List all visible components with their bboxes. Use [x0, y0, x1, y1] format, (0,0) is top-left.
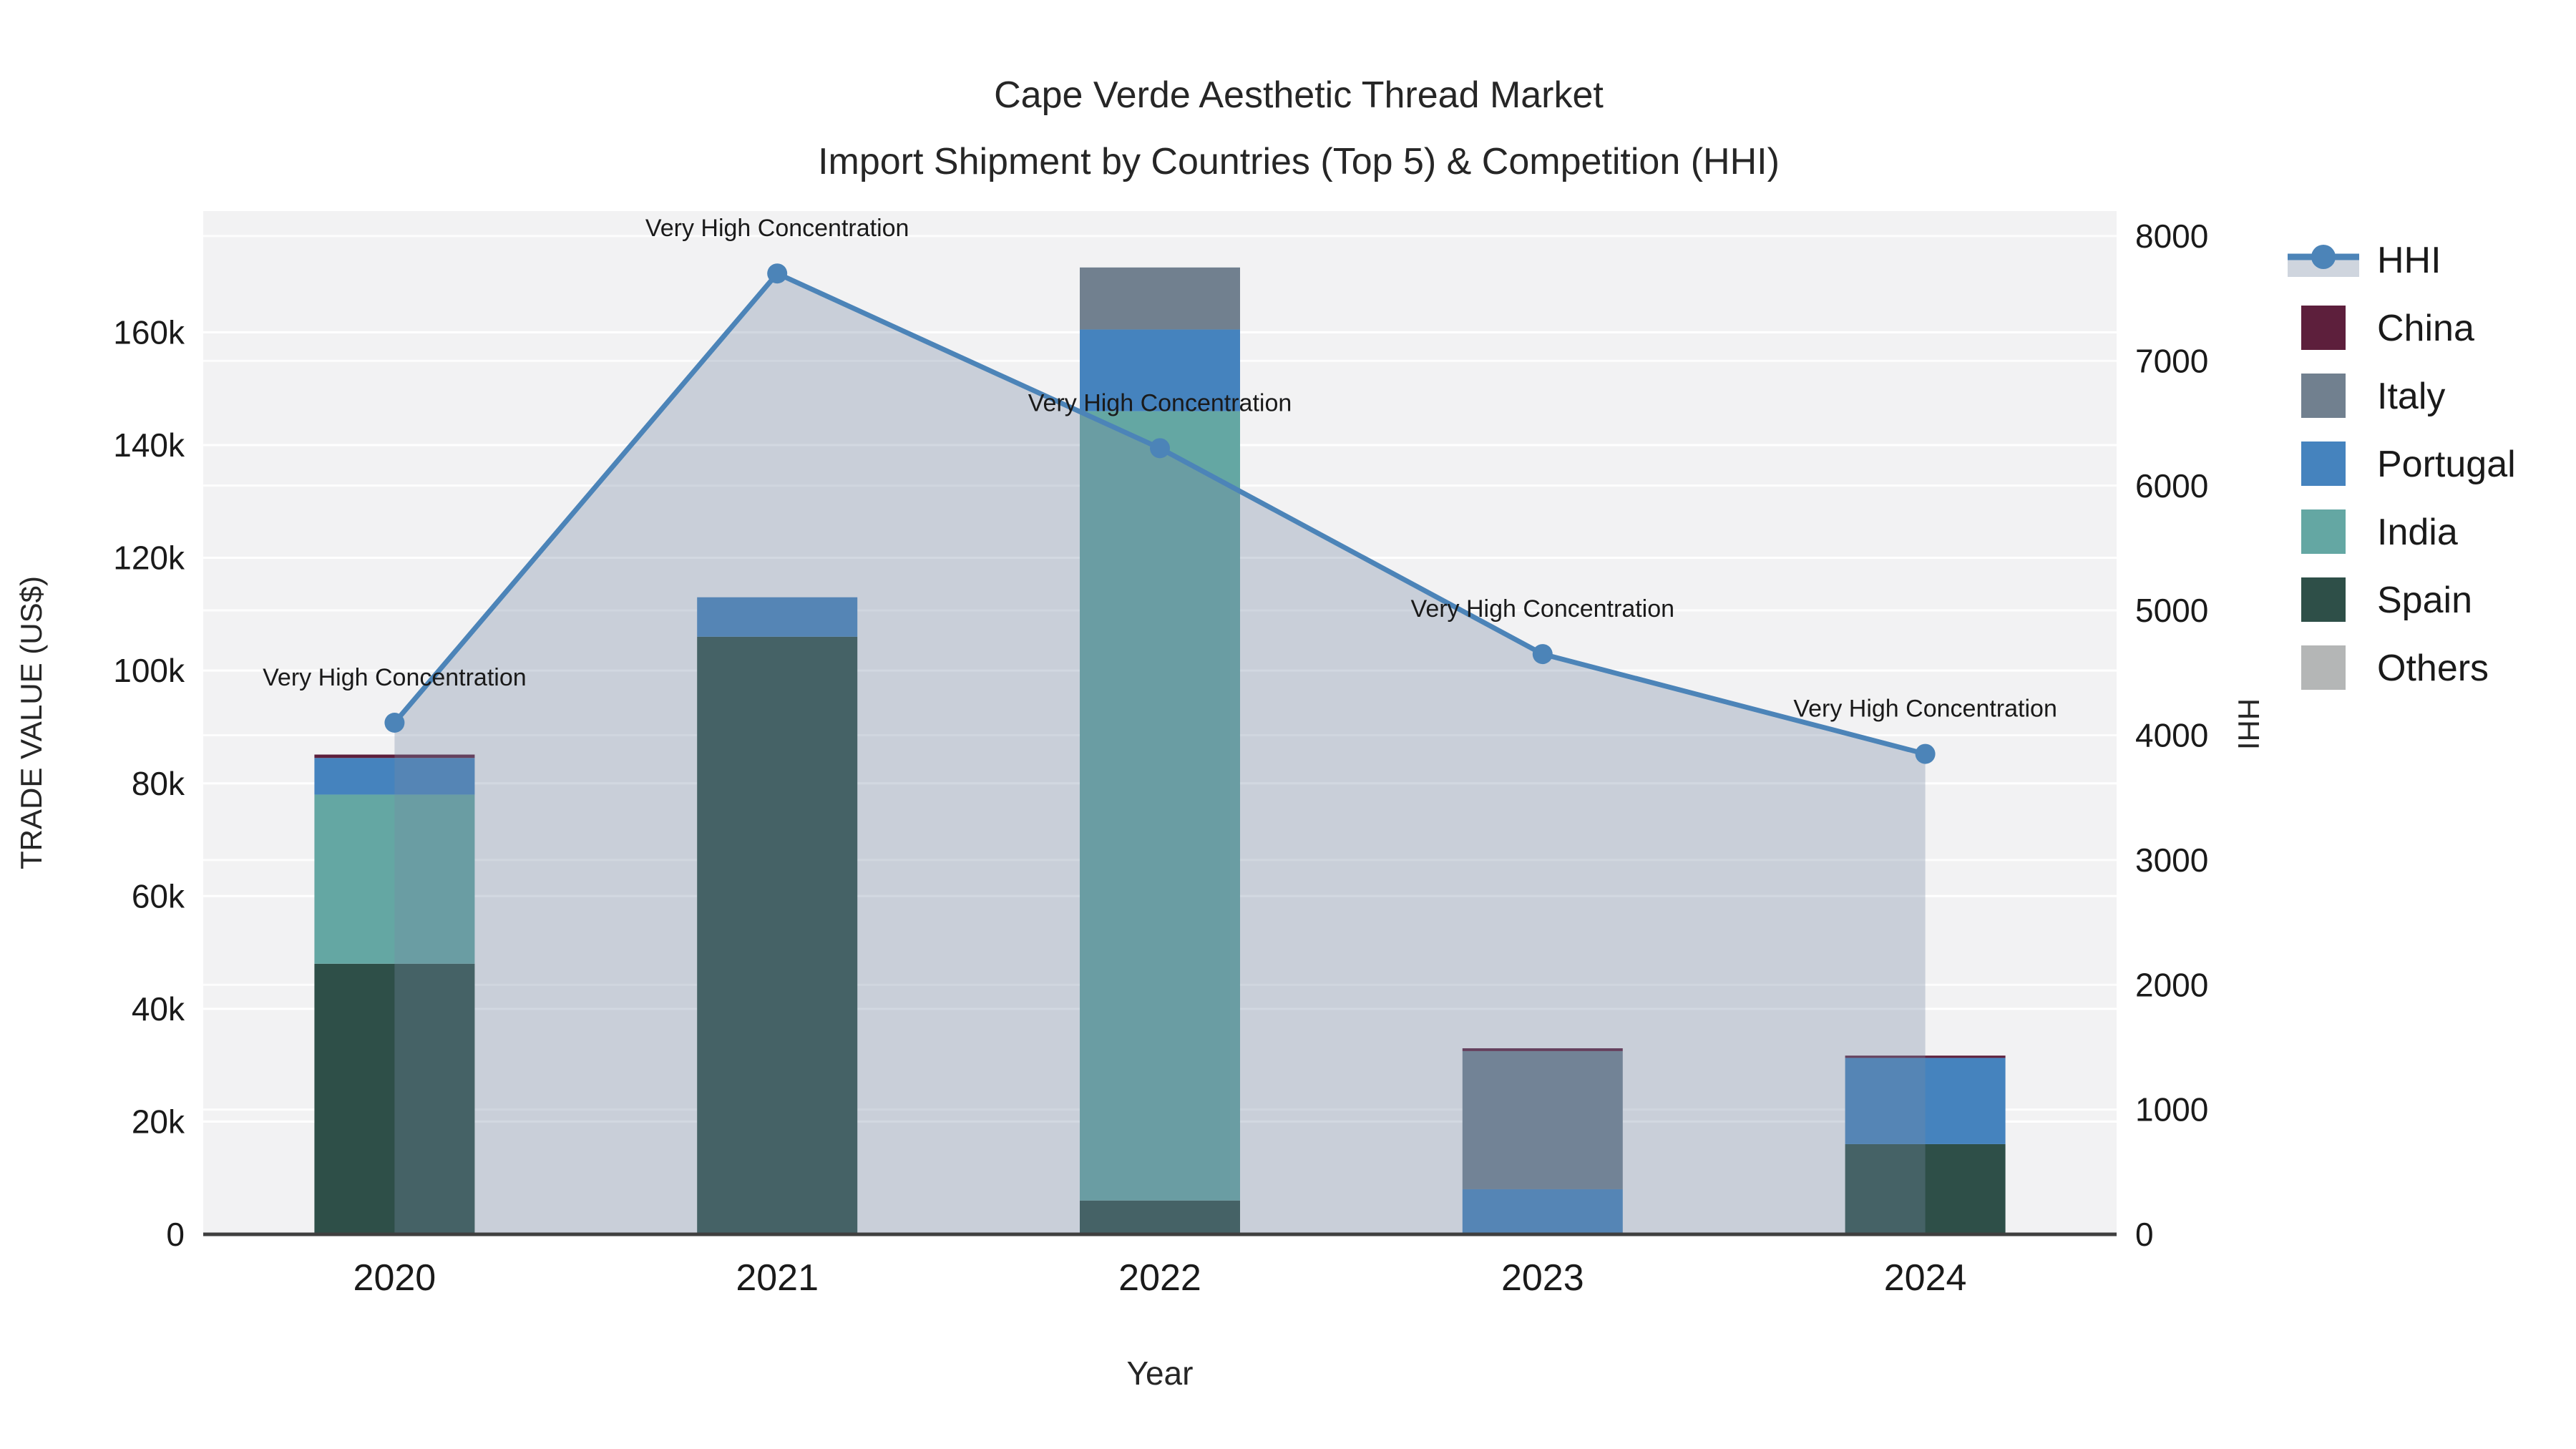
- y-left-tick-label: 80k: [132, 765, 185, 802]
- bar-segment-portugal: [1080, 329, 1240, 411]
- y-right-tick-label: 4000: [2135, 717, 2208, 754]
- legend-color-swatch: [2301, 577, 2346, 622]
- chart-title-line1: Cape Verde Aesthetic Thread Market: [994, 74, 1604, 116]
- bar-segment-spain: [697, 636, 858, 1234]
- hhi-area-fill: [394, 273, 1926, 1235]
- bar-segment-portugal: [1845, 1058, 2006, 1144]
- y-left-tick-label: 120k: [113, 540, 185, 577]
- hhi-marker-2020: [384, 713, 405, 733]
- legend-label: Portugal: [2377, 444, 2516, 485]
- bar-segment-india: [1080, 411, 1240, 1201]
- legend-label: HHI: [2377, 240, 2441, 281]
- legend-item-hhi[interactable]: HHI: [2288, 240, 2441, 281]
- hhi-marker-2022: [1150, 438, 1170, 459]
- plot-area: Very High Concentration Very High Concent…: [113, 211, 2208, 1299]
- hhi-marker-2024: [1915, 743, 1936, 764]
- legend-label: China: [2377, 308, 2474, 349]
- hhi-marker-2021: [767, 263, 788, 284]
- bar-segment-spain: [1080, 1200, 1240, 1234]
- y-left-tick-label: 140k: [113, 426, 185, 464]
- legend: HHI China Italy Portugal India Spain Others: [2288, 240, 2516, 690]
- legend-item-spain[interactable]: Spain: [2301, 577, 2472, 622]
- legend-color-swatch: [2301, 509, 2346, 554]
- annotation-2024: Very High Concentration: [1793, 696, 2057, 723]
- legend-label: India: [2377, 512, 2458, 553]
- legend-color-swatch: [2301, 306, 2346, 350]
- x-tick-label-2024: 2024: [1884, 1257, 1967, 1299]
- annotation-2022: Very High Concentration: [1028, 389, 1292, 416]
- legend-item-portugal[interactable]: Portugal: [2301, 441, 2516, 486]
- y-left-tick-label: 40k: [132, 990, 185, 1028]
- y-right-tick-label: 7000: [2135, 342, 2208, 379]
- legend-item-others[interactable]: Others: [2301, 645, 2489, 690]
- annotation-2021: Very High Concentration: [645, 215, 909, 242]
- bar-segment-italy: [1462, 1050, 1623, 1189]
- legend-item-china[interactable]: China: [2301, 306, 2474, 350]
- annotation-2023: Very High Concentration: [1411, 595, 1675, 623]
- legend-color-swatch: [2301, 374, 2346, 418]
- bar-segment-china: [1462, 1048, 1623, 1051]
- legend-color-swatch: [2301, 441, 2346, 486]
- y-right-tick-label: 3000: [2135, 841, 2208, 879]
- legend-label: Spain: [2377, 580, 2472, 621]
- bar-stack-2024: [1845, 1055, 2006, 1234]
- bar-stack-2022: [1080, 267, 1240, 1234]
- x-tick-label-2021: 2021: [736, 1257, 819, 1299]
- bar-segment-spain: [1845, 1143, 2006, 1234]
- annotation-2020: Very High Concentration: [263, 664, 527, 691]
- y-right-tick-label: 5000: [2135, 592, 2208, 629]
- x-tick-label-2023: 2023: [1501, 1257, 1584, 1299]
- y-right-tick-label: 0: [2135, 1216, 2154, 1253]
- y-left-tick-label: 20k: [132, 1103, 185, 1141]
- y-left-tick-label: 160k: [113, 313, 185, 351]
- bar-segment-spain: [314, 963, 475, 1234]
- y-right-axis-title: HHI: [2232, 698, 2265, 750]
- bar-segment-portugal: [1462, 1189, 1623, 1234]
- bar-segment-portugal: [697, 597, 858, 637]
- bar-segment-portugal: [314, 758, 475, 795]
- y-right-tick-label: 1000: [2135, 1091, 2208, 1128]
- x-tick-label-2022: 2022: [1118, 1257, 1201, 1299]
- legend-label: Italy: [2377, 376, 2445, 417]
- bar-stack-2021: [697, 597, 858, 1234]
- y-right-tick-label: 8000: [2135, 218, 2208, 255]
- legend-hhi-marker-swatch: [2311, 245, 2336, 269]
- legend-color-swatch: [2301, 645, 2346, 690]
- bar-segment-india: [314, 794, 475, 964]
- y-right-tick-label: 6000: [2135, 467, 2208, 504]
- legend-item-italy[interactable]: Italy: [2301, 374, 2445, 418]
- y-right-tick-label: 2000: [2135, 966, 2208, 1003]
- bar-segment-italy: [1080, 267, 1240, 330]
- y-left-tick-label: 100k: [113, 652, 185, 689]
- bar-segment-china: [314, 754, 475, 758]
- x-axis-title: Year: [1127, 1355, 1194, 1392]
- legend-label: Others: [2377, 648, 2489, 689]
- y-left-axis-title: TRADE VALUE (US$): [14, 576, 48, 869]
- y-left-tick-label: 60k: [132, 877, 185, 914]
- hhi-marker-2023: [1532, 644, 1553, 665]
- bar-stack-2020: [314, 754, 475, 1234]
- x-tick-label-2020: 2020: [353, 1257, 436, 1299]
- legend-item-india[interactable]: India: [2301, 509, 2458, 554]
- y-left-tick-label: 0: [166, 1216, 185, 1253]
- bar-segment-china: [1845, 1055, 2006, 1058]
- chart-title-line2: Import Shipment by Countries (Top 5) & C…: [818, 141, 1780, 182]
- bar-stack-2023: [1462, 1048, 1623, 1234]
